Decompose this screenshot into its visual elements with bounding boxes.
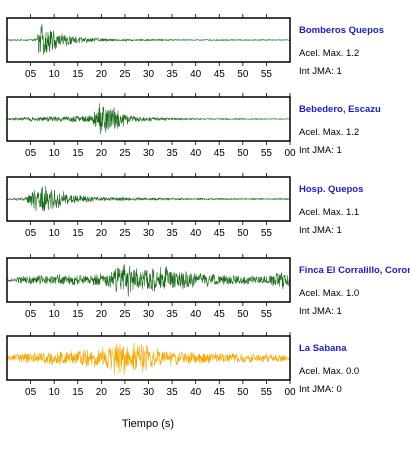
- station-panel: 05 10 15 20 25 30 35 40 45 50 55 Bomberos Quepos Ace…: [6, 14, 384, 80]
- x-tick-label: 20: [96, 148, 108, 159]
- x-tick-label: 05: [25, 309, 37, 320]
- x-tick-label: 50: [237, 69, 249, 80]
- x-tick-label: 50: [237, 387, 249, 398]
- seismogram-trace: [6, 342, 291, 375]
- max-acceleration-text: Acel. Max. 0.0: [299, 366, 359, 377]
- x-tick-label: 30: [143, 228, 155, 239]
- station-name: Bebedero, Escazu: [299, 104, 381, 115]
- jma-intensity-text: Int JMA: 1: [299, 225, 342, 236]
- station-panel: 05 10 15 20 25 30 35 40 45 50 55 Hosp. Quepos Acel. …: [6, 173, 363, 239]
- x-tick-label: 25: [119, 148, 131, 159]
- x-tick-label: 30: [143, 148, 155, 159]
- x-tick-label: 40: [190, 69, 202, 80]
- x-tick-label: 10: [49, 69, 61, 80]
- x-tick-label: 10: [49, 387, 61, 398]
- jma-intensity-text: Int JMA: 1: [299, 306, 342, 317]
- x-tick-label: 35: [167, 228, 179, 239]
- x-tick-label: 45: [214, 69, 226, 80]
- x-tick-label: 25: [119, 69, 131, 80]
- max-acceleration-text: Acel. Max. 1.2: [299, 127, 359, 138]
- max-acceleration-text: Acel. Max. 1.0: [299, 288, 359, 299]
- seismogram-trace: [6, 23, 291, 55]
- max-acceleration-text: Acel. Max. 1.2: [299, 48, 359, 59]
- x-tick-label: 40: [190, 387, 202, 398]
- jma-intensity-text: Int JMA: 1: [299, 145, 342, 156]
- x-tick-label: 35: [167, 387, 179, 398]
- x-tick-label: 55: [261, 387, 273, 398]
- x-tick-label: 35: [167, 309, 179, 320]
- x-tick-label: 45: [214, 387, 226, 398]
- x-tick-label: 25: [119, 387, 131, 398]
- x-tick-label: 25: [119, 309, 131, 320]
- station-panel: 05 10 15 20 25 30 35 40 45 50 55 00 Bebedero, Escazu…: [6, 93, 381, 159]
- x-tick-label: 40: [190, 148, 202, 159]
- x-axis-title: Tiempo (s): [122, 418, 174, 430]
- x-tick-label: 05: [25, 69, 37, 80]
- x-tick-label: 45: [214, 309, 226, 320]
- x-tick-label: 30: [143, 69, 155, 80]
- x-tick-label: 15: [72, 309, 84, 320]
- x-tick-label: 40: [190, 228, 202, 239]
- x-tick-label: 35: [167, 148, 179, 159]
- station-name: La Sabana: [299, 343, 347, 354]
- station-name: Finca El Corralillo, Coronado: [299, 265, 410, 276]
- x-tick-label: 15: [72, 387, 84, 398]
- x-tick-label: 30: [143, 387, 155, 398]
- x-tick-label: 30: [143, 309, 155, 320]
- x-tick-label: 20: [96, 387, 108, 398]
- x-tick-label: 10: [49, 148, 61, 159]
- jma-intensity-text: Int JMA: 0: [299, 384, 342, 395]
- x-tick-label: 55: [261, 309, 273, 320]
- x-tick-label: 50: [237, 228, 249, 239]
- x-tick-label: 05: [25, 387, 37, 398]
- x-tick-label: 40: [190, 309, 202, 320]
- station-name: Bomberos Quepos: [299, 25, 384, 36]
- station-panel: 05 10 15 20 25 30 35 40 45 50 55 00 La Sabana Acel. M…: [6, 332, 359, 398]
- x-tick-label: 45: [214, 228, 226, 239]
- x-tick-label: 25: [119, 228, 131, 239]
- seismogram-trace: [6, 186, 291, 212]
- x-tick-label: 10: [49, 309, 61, 320]
- x-tick-label: 15: [72, 69, 84, 80]
- x-tick-label: 55: [261, 69, 273, 80]
- x-tick-label: 15: [72, 148, 84, 159]
- x-tick-label: 00: [284, 387, 296, 398]
- jma-intensity-text: Int JMA: 1: [299, 66, 342, 77]
- x-tick-label: 20: [96, 309, 108, 320]
- x-tick-label: 50: [237, 148, 249, 159]
- station-panel: 05 10 15 20 25 30 35 40 45 50 55 Finca El Corralill…: [6, 254, 410, 320]
- x-tick-label: 05: [25, 148, 37, 159]
- station-name: Hosp. Quepos: [299, 184, 363, 195]
- x-tick-label: 05: [25, 228, 37, 239]
- x-tick-label: 55: [261, 228, 273, 239]
- x-tick-label: 20: [96, 228, 108, 239]
- x-tick-label: 45: [214, 148, 226, 159]
- seismogram-trace: [6, 103, 291, 135]
- x-tick-label: 55: [261, 148, 273, 159]
- x-tick-label: 15: [72, 228, 84, 239]
- max-acceleration-text: Acel. Max. 1.1: [299, 207, 359, 218]
- x-tick-label: 20: [96, 69, 108, 80]
- x-tick-label: 35: [167, 69, 179, 80]
- x-tick-label: 10: [49, 228, 61, 239]
- seismogram-trace: [6, 264, 291, 297]
- x-tick-label: 50: [237, 309, 249, 320]
- x-tick-label: 00: [284, 148, 296, 159]
